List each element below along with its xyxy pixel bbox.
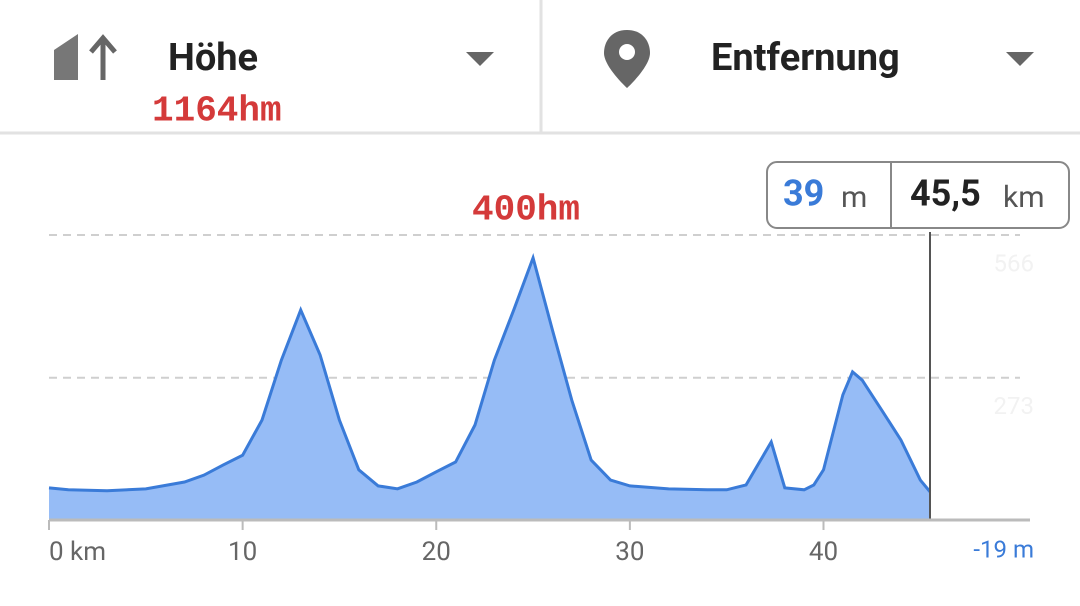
x-tick-label: 20 xyxy=(422,537,451,567)
x-tick-label: 40 xyxy=(809,537,838,567)
y-tick-label: 273 xyxy=(994,392,1034,420)
x-tick-label: 10 xyxy=(228,537,257,567)
readout-distance: 45,5 xyxy=(910,173,981,215)
readout-box xyxy=(766,161,1070,229)
dropdown-arrow[interactable] xyxy=(1006,52,1034,66)
readout-unit: m xyxy=(841,180,867,215)
y-tick-label: -19 m xyxy=(973,535,1034,563)
annotation: 1164hm xyxy=(152,91,282,132)
location-icon xyxy=(604,30,650,88)
x-tick-label: 0 km xyxy=(49,537,106,567)
dropdown-arrow[interactable] xyxy=(466,52,494,66)
readout-unit: km xyxy=(1003,180,1045,215)
elevation-selector[interactable]: Höhe xyxy=(168,36,258,80)
y-tick-label: 566 xyxy=(994,249,1034,277)
x-tick-label: 30 xyxy=(615,537,644,567)
elevation-line xyxy=(48,252,932,493)
readout-value: 39 xyxy=(783,173,824,215)
elevation-icon xyxy=(54,34,117,80)
annotation: 400hm xyxy=(472,190,580,231)
elevation-area xyxy=(49,257,930,520)
distance-selector[interactable]: Entfernung xyxy=(711,36,900,80)
